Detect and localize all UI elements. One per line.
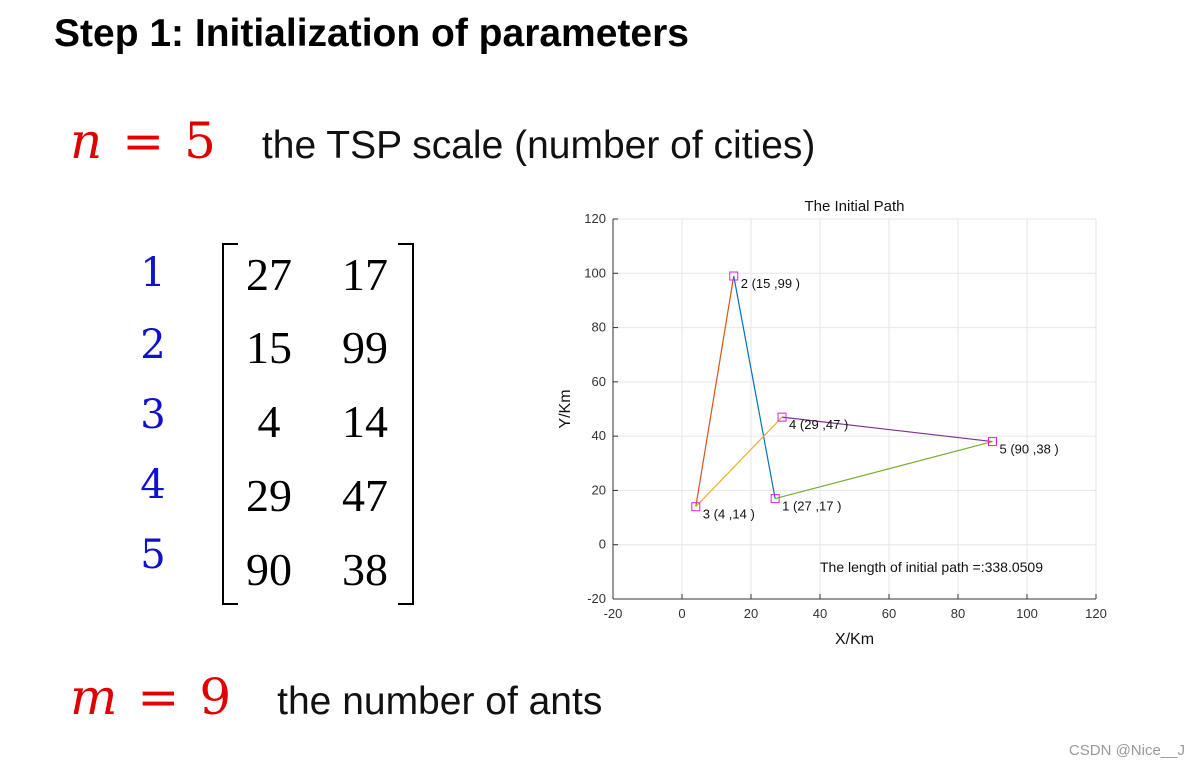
n-value: 5 [184, 112, 216, 170]
n-variable: n [70, 112, 103, 170]
n-equals-sign: = [122, 112, 165, 170]
chart-axes: -20 0 20 40 60 80 100 120 -20 0 20 40 60 80 100 120 [584, 211, 1107, 621]
y-tick-label: 0 [599, 537, 606, 552]
chart-grid [612, 218, 1097, 600]
matrix-cell: 90 [246, 544, 292, 595]
matrix-cell: 15 [246, 322, 292, 373]
city-points: 1 (27 ,17 ) 2 (15 ,99 ) 3 (4 ,14 ) 4 (29 ,4… [691, 271, 1059, 522]
city-label: 3 (4 ,14 ) [703, 507, 755, 522]
matrix-cell: 27 [246, 249, 292, 300]
y-axis-label: Y/Km [557, 389, 574, 428]
tsp-scale-line: n = 5 the TSP scale (number of cities) [70, 112, 815, 170]
m-variable: m [70, 668, 118, 726]
path-segment [781, 416, 993, 443]
matrix-cell: 99 [342, 322, 388, 373]
y-tick-label: 120 [584, 211, 606, 226]
city-label: 4 (29 ,47 ) [789, 417, 848, 432]
path-length-annotation: The length of initial path =:338.0509 [820, 559, 1043, 575]
y-tick-label: 60 [592, 374, 606, 389]
matrix-right-bracket [398, 243, 414, 605]
path-segment [774, 440, 993, 500]
page-title: Step 1: Initialization of parameters [54, 12, 689, 55]
ant-count-line: m = 9 the number of ants [70, 668, 602, 726]
x-tick-label: 100 [1016, 606, 1038, 621]
city-label: 1 (27 ,17 ) [782, 499, 841, 514]
city-marker [691, 502, 701, 512]
matrix-cell: 4 [257, 396, 281, 447]
city-marker [988, 437, 997, 447]
x-tick-label: 20 [744, 606, 758, 621]
path-segments [695, 275, 993, 508]
m-equals-sign: = [137, 668, 180, 726]
matrix-cell: 29 [246, 470, 292, 521]
x-tick-label: 0 [678, 606, 685, 621]
y-tick-label: 100 [584, 265, 606, 280]
city-label: 5 (90 ,38 ) [1000, 442, 1059, 457]
x-tick-label: 40 [813, 606, 827, 621]
city-index: 3 [140, 392, 166, 438]
x-tick-label: 60 [882, 606, 896, 621]
city-marker [777, 412, 787, 422]
city-index: 2 [140, 322, 166, 368]
city-index: 5 [140, 532, 166, 578]
city-label: 2 (15 ,99 ) [741, 276, 800, 291]
x-tick-label: -20 [604, 606, 623, 621]
initial-path-chart: -20 0 20 40 60 80 100 120 -20 0 20 40 60 80 100 120 1 (… [557, 198, 1107, 648]
path-segment [695, 275, 735, 507]
chart-title: The Initial Path [804, 198, 904, 215]
y-tick-label: 80 [592, 320, 606, 335]
y-tick-label: 20 [592, 482, 606, 497]
path-segment [733, 275, 776, 499]
path-segment [695, 416, 783, 508]
n-description: the TSP scale (number of cities) [261, 124, 816, 167]
matrix-cell: 14 [342, 396, 388, 447]
x-tick-label: 80 [951, 606, 965, 621]
city-marker [770, 494, 780, 504]
city-index: 1 [140, 250, 166, 296]
matrix-left-bracket [222, 243, 238, 605]
matrix-cell: 47 [342, 470, 388, 521]
matrix-cell: 38 [342, 544, 388, 595]
x-axis-label: X/Km [835, 631, 874, 648]
m-value: 9 [199, 668, 232, 726]
y-tick-label: -20 [587, 591, 606, 606]
x-tick-label: 120 [1085, 606, 1107, 621]
watermark: CSDN @Nice__J [1068, 742, 1185, 759]
m-description: the number of ants [277, 680, 603, 723]
y-tick-label: 40 [592, 428, 606, 443]
coordinate-matrix: 27 17 15 99 4 14 29 47 90 38 [222, 243, 414, 605]
matrix-cell: 17 [342, 249, 388, 300]
city-marker [729, 271, 739, 281]
city-index: 4 [140, 462, 166, 508]
